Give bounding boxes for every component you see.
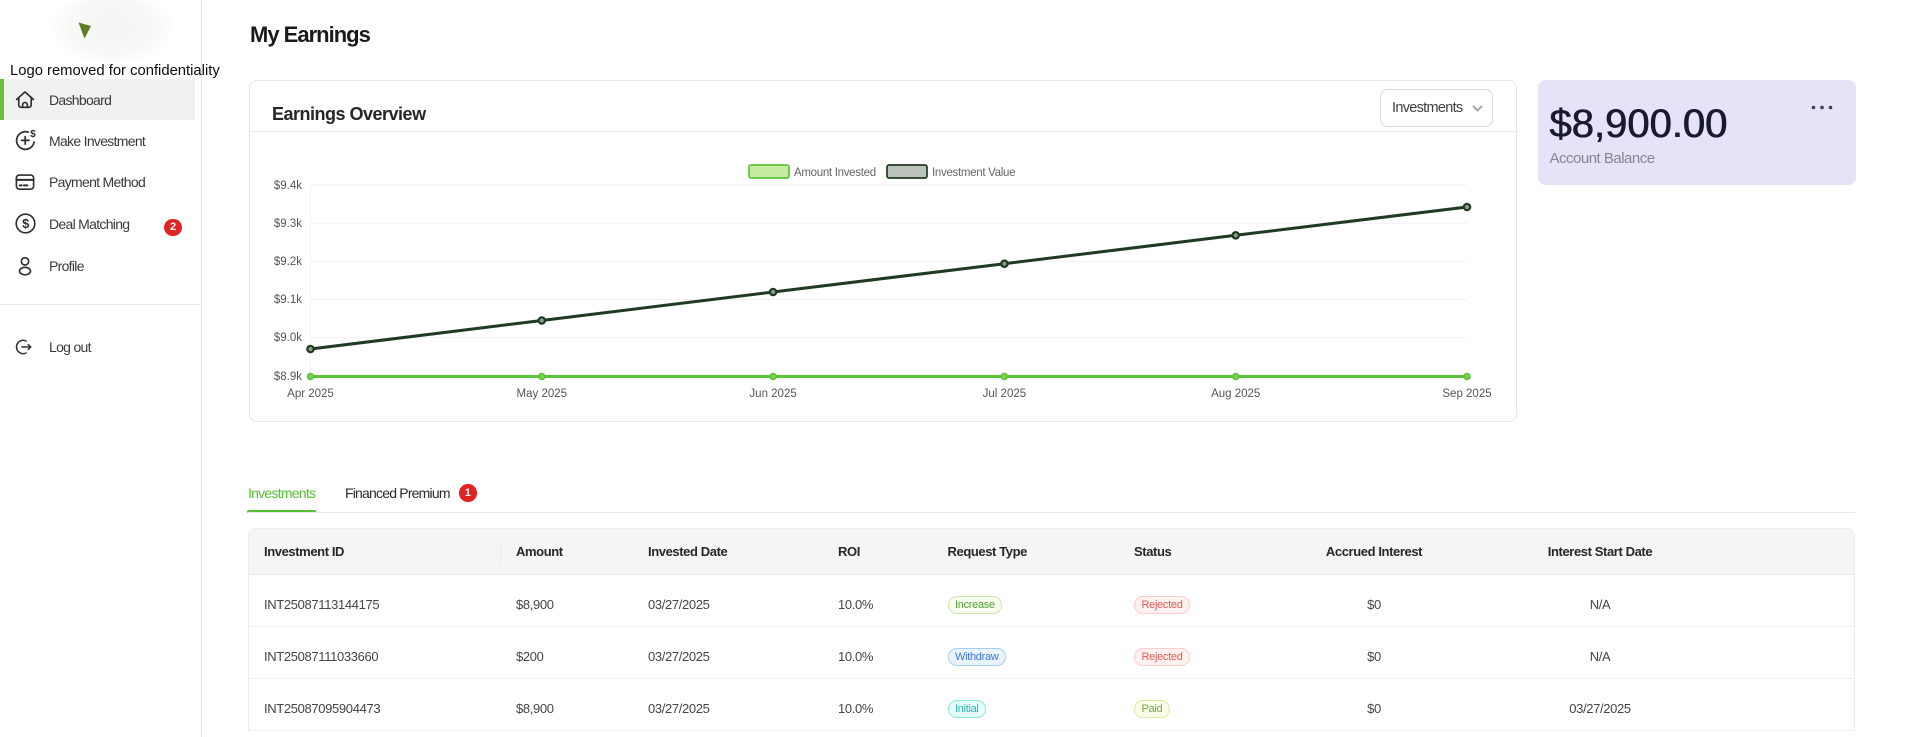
- svg-text:Sep 2025: Sep 2025: [1442, 388, 1491, 400]
- svg-text:$9.4k: $9.4k: [274, 180, 302, 192]
- svg-text:$9.1k: $9.1k: [274, 294, 302, 306]
- svg-text:$9.2k: $9.2k: [274, 256, 302, 268]
- svg-text:Investment Value: Investment Value: [932, 167, 1015, 179]
- svg-text:$8.9k: $8.9k: [274, 371, 302, 383]
- svg-text:$: $: [30, 129, 36, 140]
- svg-text:$9.3k: $9.3k: [274, 218, 302, 230]
- svg-text:Aug 2025: Aug 2025: [1211, 388, 1260, 400]
- svg-text:Amount Invested: Amount Invested: [794, 167, 876, 179]
- svg-text:$: $: [22, 216, 29, 231]
- svg-text:May 2025: May 2025: [517, 388, 568, 400]
- svg-text:Jul 2025: Jul 2025: [983, 388, 1026, 400]
- svg-text:Jun 2025: Jun 2025: [749, 388, 796, 400]
- svg-text:Apr 2025: Apr 2025: [287, 388, 334, 400]
- svg-text:$9.0k: $9.0k: [274, 332, 302, 344]
